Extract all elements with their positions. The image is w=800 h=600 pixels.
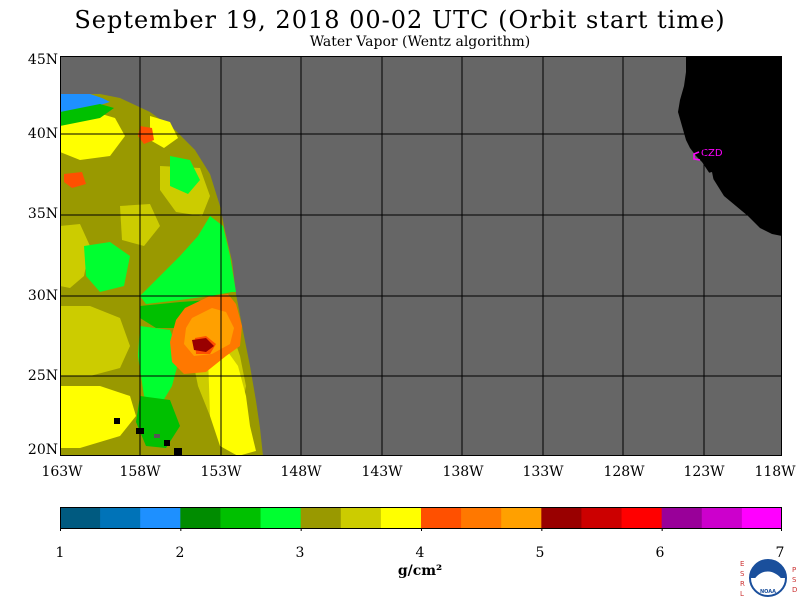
colorbar-label-7: 7 — [775, 545, 785, 561]
colorbar-cell — [741, 507, 782, 529]
lat-lon-grid — [60, 56, 782, 456]
logo-letter-s: S — [740, 570, 745, 578]
lon-label-163w: 163W — [41, 464, 83, 480]
colorbar-cell — [300, 507, 342, 529]
colorbar-label-2: 2 — [175, 545, 185, 561]
colorbar-cell — [421, 507, 462, 529]
lon-label-158w: 158W — [119, 464, 161, 480]
noaa-logo: E S R L P S D NOAA — [740, 559, 797, 598]
station-label: CZD — [701, 148, 723, 159]
map-subtitle: Water Vapor (Wentz algorithm) — [309, 34, 531, 50]
lon-label-133w: 133W — [522, 464, 564, 480]
logo-letter-s2: S — [792, 576, 797, 584]
lon-label-153w: 153W — [200, 464, 242, 480]
lat-label-45n: 45N — [27, 52, 58, 68]
logo-noaa-text: NOAA — [760, 589, 776, 595]
colorbar-cell — [100, 507, 141, 529]
colorbar-cell — [60, 507, 101, 529]
lon-label-143w: 143W — [361, 464, 403, 480]
colorbar-cell — [621, 507, 663, 529]
colorbar-label-5: 5 — [535, 545, 545, 561]
logo-letter-l: L — [740, 590, 744, 598]
map-title: September 19, 2018 00-02 UTC (Orbit star… — [74, 6, 726, 34]
colorbar-cell — [541, 507, 582, 529]
colorbar-label-6: 6 — [655, 545, 665, 561]
colorbar-cell — [661, 507, 703, 529]
lat-label-25n: 25N — [27, 368, 58, 384]
lat-label-40n: 40N — [27, 126, 58, 142]
colorbar-cell — [501, 507, 542, 529]
colorbar-label-3: 3 — [295, 545, 305, 561]
logo-letter-r: R — [740, 580, 745, 588]
lat-label-20n: 20N — [27, 442, 58, 458]
colorbar-label-1: 1 — [55, 545, 65, 561]
water-vapor-map: CZD — [60, 56, 782, 456]
colorbar-unit: g/cm² — [397, 563, 443, 579]
lon-label-148w: 148W — [280, 464, 322, 480]
colorbar-cell — [220, 507, 262, 529]
lat-label-35n: 35N — [27, 206, 58, 222]
lon-label-138w: 138W — [442, 464, 484, 480]
lon-label-123w: 123W — [683, 464, 725, 480]
colorbar-cell — [260, 507, 302, 529]
map-frame — [60, 56, 782, 456]
colorbar-cell — [140, 507, 181, 529]
colorbar-cell — [461, 507, 502, 529]
colorbar-label-4: 4 — [415, 545, 425, 561]
colorbar-cell — [340, 507, 382, 529]
lat-label-30n: 30N — [27, 288, 58, 304]
lon-label-128w: 128W — [603, 464, 645, 480]
colorbar-cell — [581, 507, 623, 529]
logo-letter-e: E — [740, 560, 744, 568]
colorbar-cell — [380, 507, 422, 529]
colorbar-cell — [701, 507, 743, 529]
station-marker-czd: CZD — [693, 148, 723, 161]
logo-letter-p: P — [792, 566, 796, 574]
colorbar-cell — [180, 507, 221, 529]
lon-label-118w: 118W — [754, 464, 796, 480]
colorbar — [60, 507, 782, 531]
logo-letter-d: D — [792, 586, 797, 594]
satellite-swath — [60, 94, 263, 456]
